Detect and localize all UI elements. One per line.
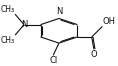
Text: CH₃: CH₃ [0,5,15,14]
Text: N: N [21,20,27,29]
Text: OH: OH [103,17,116,26]
Text: Cl: Cl [49,56,57,65]
Text: CH₃: CH₃ [0,36,15,45]
Text: N: N [56,7,62,16]
Text: O: O [91,50,97,59]
